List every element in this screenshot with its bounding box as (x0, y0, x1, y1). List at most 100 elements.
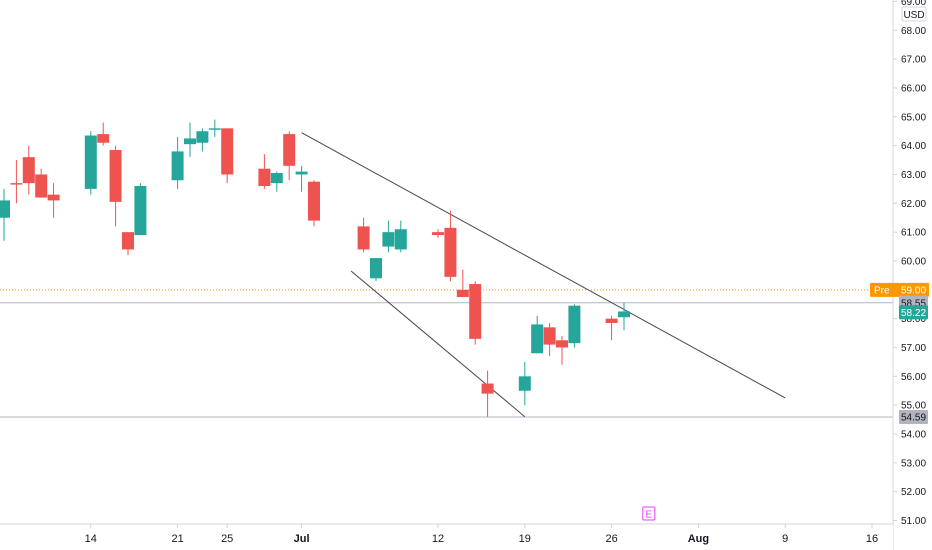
candle (469, 281, 482, 345)
price-axis[interactable]: 51.00 52.00 53.00 54.00 55.00 56.00 57.00 58.00… (870, 0, 932, 550)
price-tick-label: 53.00 (901, 458, 926, 469)
time-tick-label: 19 (519, 533, 531, 545)
trendline (350, 270, 526, 418)
candle-body (518, 376, 531, 391)
price-tag-box (899, 282, 929, 297)
price-tag-value: 58.22 (901, 308, 926, 319)
currency-label: USD (903, 10, 924, 21)
candle-body (35, 174, 48, 198)
candle-body (258, 168, 271, 187)
candle (543, 322, 556, 357)
price-tag-value: 59.00 (901, 285, 926, 296)
time-tick-label: 14 (85, 533, 97, 545)
candle-body (370, 258, 382, 279)
candle-body (122, 232, 134, 250)
time-tick-label: 16 (866, 533, 878, 545)
candle (258, 154, 271, 189)
candle-body (357, 226, 370, 250)
candle-body (109, 149, 122, 202)
candle-body (444, 227, 457, 277)
price-tick-label: 52.00 (901, 487, 926, 498)
candle-body (382, 232, 395, 247)
candle-body (171, 151, 184, 181)
candle (308, 180, 320, 227)
price-tag-value: 54.59 (901, 412, 926, 423)
candle (171, 136, 184, 189)
time-tick-label: 25 (221, 533, 233, 545)
price-tick-label: 57.00 (901, 343, 926, 354)
candle (618, 302, 630, 331)
price-tick-label: 58.00 (901, 314, 926, 325)
candle-body (618, 311, 630, 318)
trendline (301, 132, 786, 399)
candle-body (543, 327, 556, 345)
time-tick-label: 12 (432, 533, 444, 545)
price-tag: 54.59 (899, 409, 928, 424)
time-axis-ticks: 142125Jul121926Aug91623 (85, 524, 878, 545)
candle (47, 183, 60, 218)
price-axis-bg (893, 0, 932, 550)
candles (0, 119, 630, 417)
candle-body (308, 181, 320, 221)
candle (22, 145, 35, 195)
candle (456, 269, 469, 298)
candle-body (134, 186, 147, 236)
price-tag: Pre 59.00 (870, 282, 929, 297)
candle-body (221, 128, 234, 175)
price-tag-value: 58.55 (901, 298, 926, 309)
candle (97, 122, 110, 146)
candle-body (208, 128, 221, 130)
currency-badge[interactable]: USD (901, 6, 927, 22)
candle (556, 335, 568, 365)
time-tick-label: 21 (171, 533, 183, 545)
candle (134, 183, 147, 236)
price-tag: 58.22 (899, 305, 928, 320)
trendlines[interactable] (301, 132, 786, 418)
candle (357, 217, 370, 253)
candle-body (295, 171, 308, 175)
price-tick-label: 61.00 (901, 228, 926, 239)
price-tag-label: Pre (874, 285, 890, 296)
time-axis[interactable]: 142125Jul121926Aug91623 (0, 523, 932, 550)
candle (184, 122, 196, 158)
price-tick-label: 54.00 (901, 430, 926, 441)
candle (370, 258, 382, 282)
price-lines (0, 289, 893, 418)
price-tick-label: 68.00 (901, 26, 926, 37)
candle (531, 315, 544, 354)
candle (196, 128, 209, 152)
time-tick-label: Jul (294, 533, 310, 545)
earnings-markers[interactable]: E (642, 506, 656, 521)
candle (35, 168, 48, 198)
candle (394, 220, 407, 253)
candle (109, 145, 122, 227)
time-tick-label: 9 (782, 533, 788, 545)
price-tag-box (899, 409, 928, 424)
earnings-marker-box (642, 506, 656, 521)
candle (283, 131, 296, 181)
candle (295, 165, 308, 192)
candle (122, 232, 134, 256)
candle (568, 304, 581, 348)
candle-body (432, 232, 444, 236)
candle (444, 210, 457, 282)
price-tick-label: 51.00 (901, 516, 926, 527)
candle-body (283, 134, 296, 166)
candle-body (605, 318, 618, 323)
candle (84, 131, 97, 195)
price-tick-label: 65.00 (901, 112, 926, 123)
candle-body (481, 383, 494, 394)
candle (221, 128, 234, 184)
candle (382, 220, 395, 253)
candle (481, 370, 494, 417)
price-tag-box (899, 305, 928, 320)
time-tick-label: Aug (688, 533, 709, 545)
candle-body (556, 340, 568, 348)
candle-body (531, 324, 544, 354)
price-tick-label: 63.00 (901, 170, 926, 181)
candle (605, 315, 618, 341)
price-tick-label: 60.00 (901, 256, 926, 267)
price-tick-label: 56.00 (901, 372, 926, 383)
